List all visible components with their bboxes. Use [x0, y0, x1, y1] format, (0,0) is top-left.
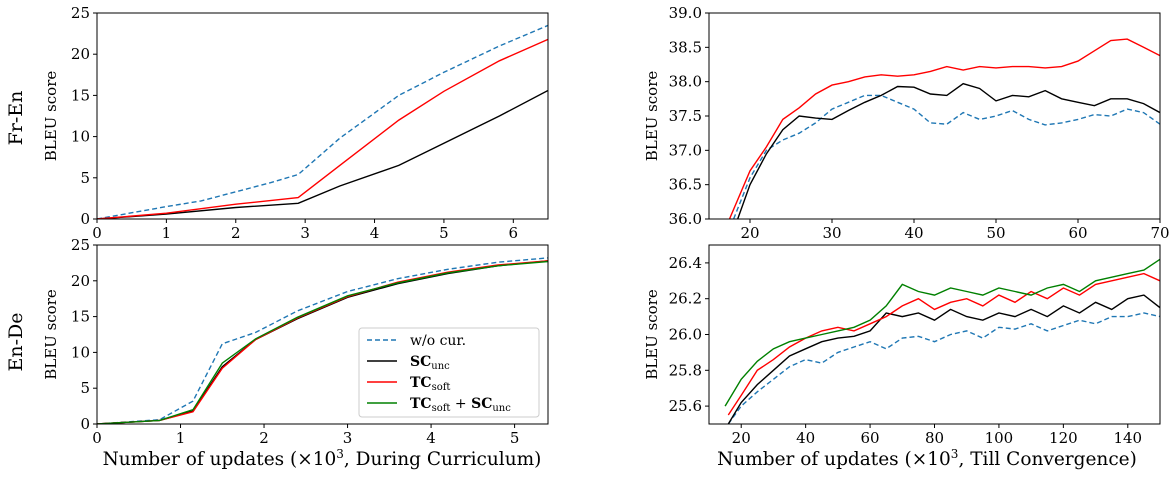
x-tick-label: 40 [904, 224, 923, 242]
x-tick-label: 30 [822, 224, 841, 242]
y-axis-label: BLEU score [42, 289, 60, 380]
x-tick-label: 40 [796, 429, 815, 447]
legend-label-tc-soft-sc-unc: TCsoft + SCunc [410, 396, 511, 414]
y-tick-label: 15 [71, 86, 90, 104]
x-axis-label-right: Number of updates (×103, Till Convergenc… [717, 447, 1137, 470]
x-tick-label: 4 [370, 224, 380, 242]
y-tick-label: 5 [80, 379, 90, 397]
x-axis-label-left: Number of updates (×103, During Curricul… [103, 447, 542, 470]
y-axis-label: BLEU score [643, 71, 661, 162]
x-tick-label: 20 [732, 429, 751, 447]
y-tick-label: 39.0 [669, 4, 702, 22]
plot-frame [96, 12, 549, 220]
legend: w/o cur. SCunc TCsoft TCsoft + SCunc [358, 327, 540, 418]
legend-label-tc-soft: TCsoft [410, 375, 450, 393]
x-tick-label: 1 [176, 429, 186, 447]
chart-panel-en-de-convergence: 20 40 60 80 100 120 140 25.6 25.8 26.0 26.2 26.4 BLE… [643, 244, 1161, 447]
x-tick-label: 4 [426, 429, 436, 447]
x-tick-label: 60 [861, 429, 880, 447]
series-line-w-o-cur [732, 94, 1160, 219]
x-tick-label: 1 [162, 224, 172, 242]
chart-panel-fr-en-curriculum: 0 1 2 3 4 5 6 0 5 10 15 20 25 BLEU score [42, 4, 549, 242]
chart-panel-fr-en-convergence: 20 30 40 50 60 70 36.0 36.5 37.0 37.5 38.0 38.5 39.0… [643, 4, 1170, 242]
y-tick-label: 38.0 [669, 73, 702, 91]
legend-label-wo-cur: w/o cur. [410, 333, 466, 349]
legend-entry-wo-cur: w/o cur. [367, 333, 466, 349]
y-tick-label: 20 [71, 45, 90, 63]
x-tick-label: 70 [1150, 224, 1169, 242]
x-tick-label: 100 [985, 429, 1014, 447]
series-line-w-o-cur [97, 24, 548, 219]
y-axis-label: BLEU score [643, 289, 661, 380]
y-tick-label: 25 [71, 236, 90, 254]
y-tick-label: 25.6 [669, 397, 702, 415]
x-tick-label: 3 [300, 224, 310, 242]
y-tick-label: 38.5 [669, 38, 702, 56]
series-line-tc-soft [97, 38, 548, 219]
y-axis-label: BLEU score [42, 71, 60, 162]
y-tick-label: 0 [80, 210, 90, 228]
y-tick-label: 26.0 [669, 326, 702, 344]
legend-entry-tc-soft: TCsoft [367, 375, 450, 393]
x-tick-label: 120 [1049, 429, 1078, 447]
y-tick-label: 26.2 [669, 290, 702, 308]
y-tick-label: 36.5 [669, 176, 702, 194]
series-line-sc-unc [97, 89, 548, 219]
row-label-en-de: En-De [5, 312, 27, 371]
series-line-tc-soft-sc-unc [724, 258, 1160, 407]
plot-frame [96, 244, 549, 425]
plot-frame [708, 244, 1161, 425]
x-tick-label: 2 [259, 429, 269, 447]
series-line-w-o-cur [727, 312, 1160, 424]
y-tick-label: 26.4 [669, 254, 702, 272]
x-tick-label: 0 [92, 429, 102, 447]
x-tick-label: 0 [92, 224, 102, 242]
y-tick-label: 10 [71, 343, 90, 361]
y-tick-label: 37.5 [669, 107, 702, 125]
x-tick-label: 50 [986, 224, 1005, 242]
legend-entry-tc-soft-sc-unc: TCsoft + SCunc [367, 396, 511, 414]
x-tick-label: 5 [439, 224, 449, 242]
x-tick-label: 20 [740, 224, 759, 242]
series-line-tc-soft [728, 38, 1160, 219]
x-tick-label: 3 [343, 429, 353, 447]
y-tick-label: 5 [80, 169, 90, 187]
y-tick-label: 10 [71, 128, 90, 146]
series-line-tc-soft [727, 272, 1160, 416]
y-tick-label: 37.0 [669, 141, 702, 159]
legend-label-sc-unc: SCunc [410, 354, 450, 372]
x-tick-label: 140 [1113, 429, 1142, 447]
series-line-tc-soft-sc-unc [97, 260, 548, 424]
chart-panel-en-de-curriculum: 0 1 2 3 4 5 0 5 10 15 20 25 BLEU score [42, 236, 549, 447]
y-tick-label: 20 [71, 272, 90, 290]
row-label-fr-en: Fr-En [5, 91, 27, 146]
y-tick-label: 36.0 [669, 210, 702, 228]
y-tick-label: 0 [80, 415, 90, 433]
y-tick-label: 25.8 [669, 361, 702, 379]
y-tick-label: 25 [71, 4, 90, 22]
y-tick-label: 15 [71, 308, 90, 326]
x-tick-label: 2 [231, 224, 241, 242]
x-tick-label: 6 [509, 224, 519, 242]
series-line-w-o-cur [97, 257, 548, 424]
series-line-sc-unc [737, 82, 1160, 219]
x-tick-label: 80 [925, 429, 944, 447]
x-tick-label: 60 [1068, 224, 1087, 242]
legend-entry-sc-unc: SCunc [367, 354, 450, 372]
plot-frame [708, 12, 1161, 220]
series-line-sc-unc [727, 294, 1160, 424]
x-tick-label: 5 [510, 429, 520, 447]
